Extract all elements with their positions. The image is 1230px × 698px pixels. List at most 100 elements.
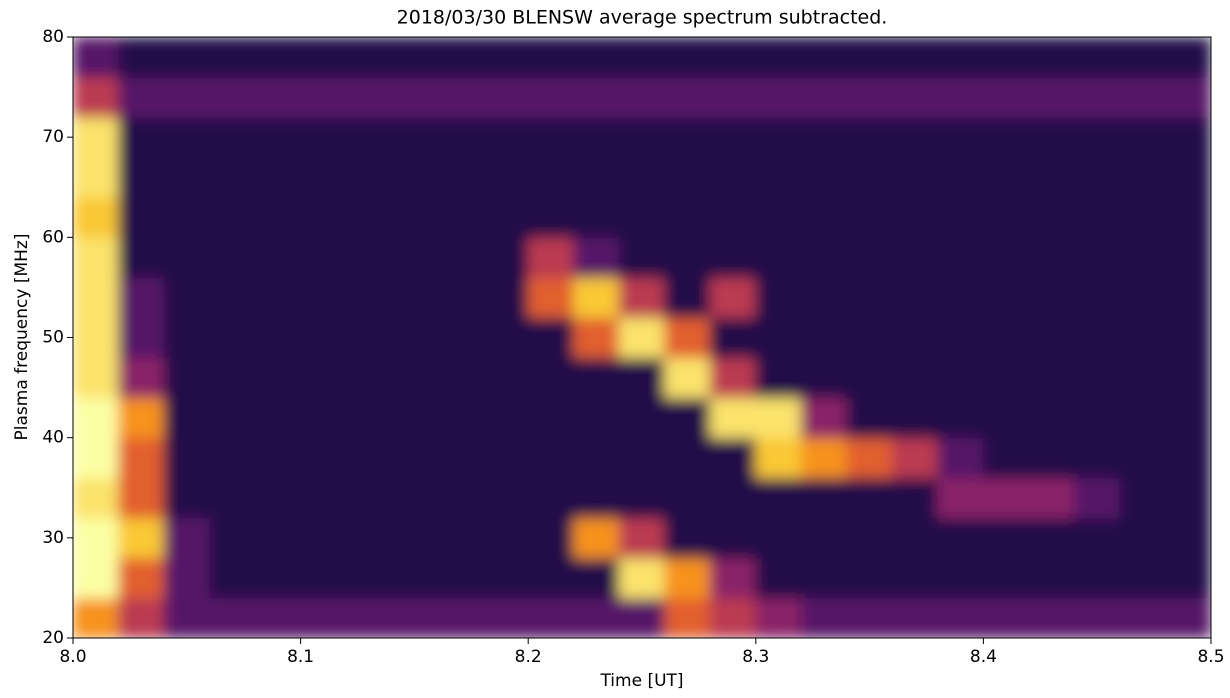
heat-cell [982, 477, 1030, 519]
heat-cell [436, 37, 484, 78]
heat-cell [391, 316, 438, 359]
heat-cell [1073, 316, 1121, 359]
heat-cell [300, 597, 347, 638]
heat-cell [391, 477, 438, 519]
heat-cell [527, 597, 575, 638]
heat-cell [436, 557, 484, 599]
heat-cell [755, 397, 802, 439]
x-tick-label: 8.3 [742, 647, 769, 667]
heat-cell [1028, 316, 1075, 359]
heat-cell [891, 196, 939, 238]
heat-cell [664, 196, 711, 238]
heat-cell [209, 236, 256, 278]
heat-cell [118, 517, 165, 559]
heat-cell [391, 37, 438, 78]
heat-cell [573, 437, 620, 479]
heat-cell [209, 437, 256, 479]
heat-cell [573, 397, 620, 439]
heat-cell [163, 397, 211, 439]
heat-cell [436, 477, 484, 519]
heat-cell [1164, 517, 1211, 559]
heat-cell [527, 517, 575, 559]
heat-cell [163, 597, 211, 638]
heat-cell [163, 236, 211, 278]
heat-cell [573, 76, 620, 118]
heat-cell [118, 156, 165, 198]
heat-cell [846, 357, 893, 399]
heat-cell [527, 116, 575, 158]
heat-cell [573, 597, 620, 638]
heat-cell [891, 156, 939, 198]
heat-cell [436, 116, 484, 158]
heat-cell [527, 397, 575, 439]
heat-cell [982, 517, 1030, 559]
heat-cell [73, 357, 120, 399]
x-tick-label: 8.5 [1197, 647, 1224, 667]
heat-cell [118, 597, 165, 638]
heat-cell [891, 37, 939, 78]
heat-cell [1073, 276, 1121, 318]
heat-cell [709, 276, 757, 318]
heat-cell [1073, 477, 1121, 519]
heat-cell [982, 116, 1030, 158]
heat-cell [163, 557, 211, 599]
heat-cell [209, 597, 256, 638]
heat-cell [891, 437, 939, 479]
heat-cell [664, 236, 711, 278]
heat-cell [664, 477, 711, 519]
heat-cell [891, 116, 939, 158]
heat-cell [573, 517, 620, 559]
heat-cell [1164, 116, 1211, 158]
heat-cell [573, 477, 620, 519]
heat-cell [391, 236, 438, 278]
heat-cell [1028, 76, 1075, 118]
heat-cell [73, 316, 120, 359]
heat-cell [800, 597, 848, 638]
heat-cell [73, 397, 120, 439]
heat-cell [937, 397, 984, 439]
heat-cell [573, 156, 620, 198]
heat-cell [1119, 37, 1166, 78]
heat-cell [573, 116, 620, 158]
heat-cell [709, 437, 757, 479]
heat-cell [846, 116, 893, 158]
heat-cell [618, 116, 666, 158]
x-tick-label: 8.4 [970, 647, 997, 667]
heat-cell [527, 37, 575, 78]
heat-cell [1119, 236, 1166, 278]
heat-cell [1119, 156, 1166, 198]
heat-cell [937, 37, 984, 78]
heat-cell [118, 276, 165, 318]
heat-cell [527, 557, 575, 599]
heat-cell [436, 156, 484, 198]
heat-cell [73, 517, 120, 559]
heat-cell [800, 156, 848, 198]
heat-cell [1073, 156, 1121, 198]
heat-cell [73, 236, 120, 278]
heat-cell [1073, 597, 1121, 638]
heat-cell [73, 76, 120, 118]
heat-cell [1073, 397, 1121, 439]
heat-cell [482, 236, 529, 278]
heat-cell [846, 397, 893, 439]
heat-cell [254, 236, 302, 278]
heat-cell [300, 196, 347, 238]
heat-cell [300, 156, 347, 198]
heat-cell [1028, 156, 1075, 198]
heat-cell [254, 196, 302, 238]
heat-cell [846, 37, 893, 78]
heat-cell [1028, 236, 1075, 278]
heat-cell [254, 276, 302, 318]
y-axis-label: Plasma frequency [MHz] [12, 234, 32, 441]
heat-cell [436, 236, 484, 278]
heat-cell [982, 597, 1030, 638]
heat-cell [209, 557, 256, 599]
heat-cell [755, 37, 802, 78]
heat-cell [937, 76, 984, 118]
heat-cell [254, 76, 302, 118]
heat-cell [209, 477, 256, 519]
heat-cell [709, 517, 757, 559]
heat-cell [118, 236, 165, 278]
heat-cell [345, 156, 393, 198]
heat-cell [345, 397, 393, 439]
